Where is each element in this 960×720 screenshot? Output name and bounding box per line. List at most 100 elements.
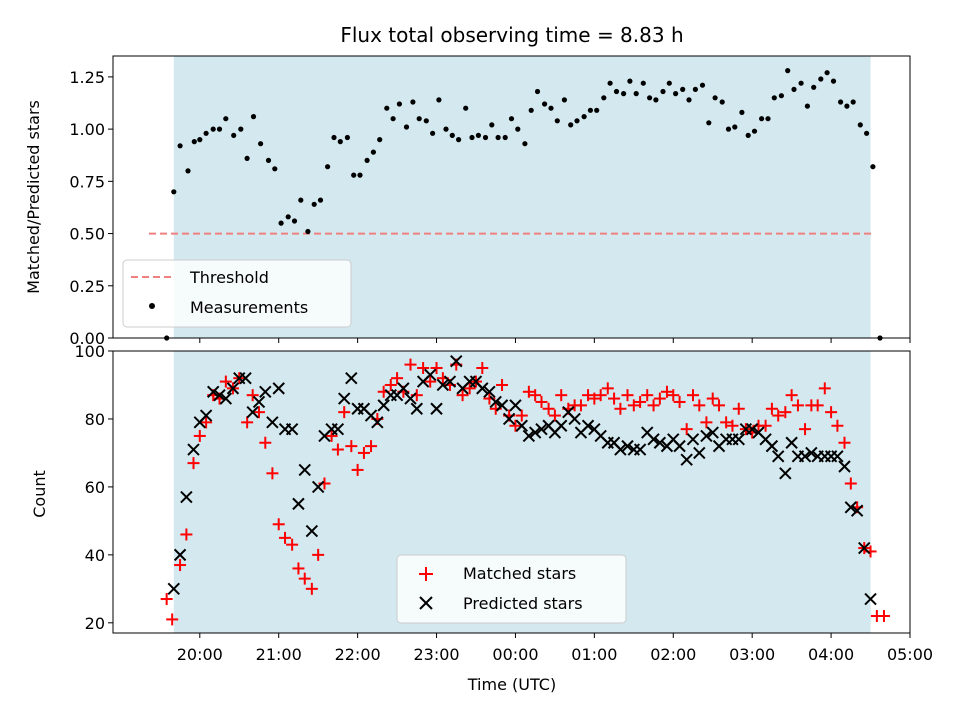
y-tick-label: 20 xyxy=(85,614,105,633)
measurement-point xyxy=(357,172,363,178)
predicted-star-point xyxy=(213,388,226,402)
predicted-star-point xyxy=(700,429,713,443)
predicted-star-point xyxy=(252,395,266,409)
predicted-star-point xyxy=(272,382,285,395)
matched-star-point xyxy=(174,559,187,572)
matched-star-point xyxy=(272,518,285,531)
predicted-star-point xyxy=(239,371,252,385)
matched-star-point xyxy=(509,419,522,432)
x-tick-label: 04:00 xyxy=(808,645,854,664)
predicted-star-point xyxy=(798,450,812,463)
chart-title: Flux total observing time = 8.83 h xyxy=(340,23,683,47)
y-tick-label: 100 xyxy=(74,342,105,361)
matched-star-point xyxy=(785,389,798,402)
matched-star-point xyxy=(825,406,838,419)
measurement-point xyxy=(765,116,771,122)
measurement-point xyxy=(285,214,291,220)
measurement-point xyxy=(305,228,311,235)
matched-star-point xyxy=(653,392,666,405)
matched-star-point xyxy=(799,423,812,436)
matched-star-point xyxy=(187,457,200,470)
matched-star-point xyxy=(772,409,785,422)
predicted-star-point xyxy=(489,395,502,409)
legend-measurements-swatch xyxy=(149,303,155,309)
matched-star-point xyxy=(535,395,548,408)
measurement-point xyxy=(844,103,850,109)
measurement-point xyxy=(864,130,870,136)
measurement-point xyxy=(384,105,390,111)
measurement-point xyxy=(732,124,738,130)
matched-star-point xyxy=(844,477,857,490)
measurement-point xyxy=(640,80,646,86)
matched-star-point xyxy=(292,562,305,575)
matched-star-point xyxy=(338,406,351,419)
measurement-point xyxy=(771,95,777,101)
predicted-star-point xyxy=(522,429,536,443)
measurement-point xyxy=(830,78,837,84)
predicted-star-point xyxy=(858,541,871,555)
measurement-point xyxy=(370,149,376,155)
bottom-panel: 20 40 60 80 100 20:00 21:00 22:00 23:00 00:00 01:… xyxy=(30,342,933,694)
matched-star-point xyxy=(312,548,325,561)
matched-star-point xyxy=(529,389,542,402)
predicted-star-point xyxy=(338,392,351,405)
measurement-point xyxy=(798,80,804,86)
matched-star-point xyxy=(588,392,601,405)
predicted-star-point xyxy=(292,497,305,511)
legend-predicted-swatch xyxy=(419,596,433,610)
y-tick-label: 1.00 xyxy=(69,120,105,139)
predicted-star-point xyxy=(450,354,463,368)
measurement-point xyxy=(291,218,298,224)
matched-star-point xyxy=(456,389,469,402)
predicted-star-point xyxy=(633,443,647,456)
predicted-star-point xyxy=(410,402,424,415)
bottom-y-axis-label: Count xyxy=(30,470,49,518)
x-tick-label: 23:00 xyxy=(413,645,459,664)
measurement-point xyxy=(568,122,574,128)
measurement-point xyxy=(818,76,824,82)
matched-star-point xyxy=(166,613,179,626)
measurement-point xyxy=(278,220,284,226)
measurement-point xyxy=(804,103,811,109)
matched-star-point xyxy=(384,378,397,391)
measurement-point xyxy=(647,95,653,101)
measurement-point xyxy=(706,120,712,126)
predicted-star-point xyxy=(502,412,516,426)
measurement-point xyxy=(475,132,481,138)
matched-star-point xyxy=(621,389,634,402)
measurement-point xyxy=(203,130,209,136)
matched-star-point xyxy=(574,399,587,412)
measurement-point xyxy=(751,128,758,134)
measurement-point xyxy=(469,134,475,141)
x-tick-label: 20:00 xyxy=(177,645,223,664)
matched-star-point xyxy=(365,440,378,453)
count-points xyxy=(160,354,890,626)
matched-star-point xyxy=(594,389,607,402)
y-tick-label: 0.25 xyxy=(69,277,105,296)
measurement-point xyxy=(502,134,508,141)
predicted-star-point xyxy=(555,419,568,432)
measurement-point xyxy=(231,132,237,138)
predicted-star-point xyxy=(831,450,844,463)
measurement-point xyxy=(581,114,587,120)
measurement-point xyxy=(244,155,250,161)
measurement-point xyxy=(351,172,357,178)
measurement-point xyxy=(515,126,521,132)
top-y-ticks: 0.00 0.25 0.50 0.75 1.00 1.25 xyxy=(69,68,113,348)
x-tick-label: 22:00 xyxy=(335,645,381,664)
matched-star-point xyxy=(713,399,726,412)
measurement-point xyxy=(325,164,331,170)
measurement-point xyxy=(191,139,197,145)
y-tick-label: 0.00 xyxy=(69,329,105,348)
measurement-point xyxy=(850,99,856,105)
measurement-point xyxy=(719,99,725,105)
measurement-point xyxy=(548,105,554,111)
measurement-point xyxy=(185,168,191,174)
matched-star-point xyxy=(555,389,568,402)
predicted-star-point xyxy=(772,450,785,463)
predicted-star-point xyxy=(397,382,410,395)
predicted-star-point xyxy=(765,439,779,453)
matched-star-point xyxy=(193,429,206,442)
measurement-point xyxy=(692,86,699,92)
